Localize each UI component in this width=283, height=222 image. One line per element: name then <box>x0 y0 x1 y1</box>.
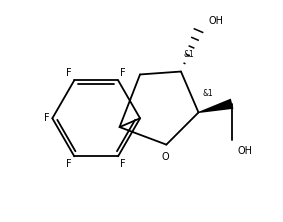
Text: F: F <box>121 159 126 169</box>
Text: &1: &1 <box>184 50 195 59</box>
Text: F: F <box>66 159 72 169</box>
Text: OH: OH <box>238 146 253 156</box>
Text: &1: &1 <box>203 89 214 98</box>
Text: F: F <box>44 113 50 123</box>
Text: F: F <box>66 68 72 78</box>
Text: O: O <box>161 152 169 162</box>
Text: F: F <box>121 68 126 78</box>
Text: OH: OH <box>209 16 224 26</box>
Polygon shape <box>198 99 233 113</box>
